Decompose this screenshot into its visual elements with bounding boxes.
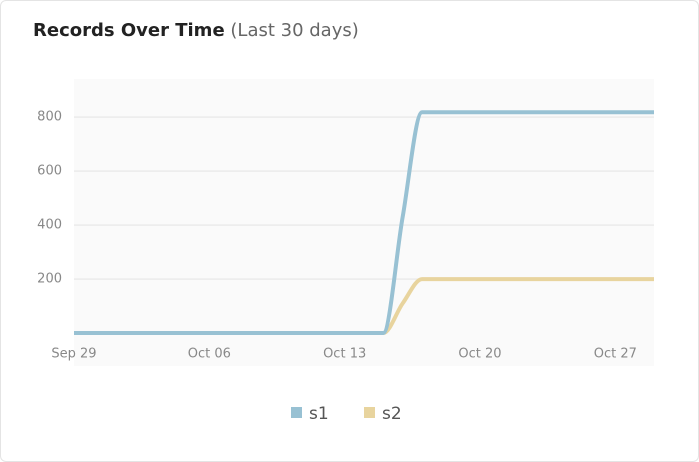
chart-subtitle: (Last 30 days) xyxy=(230,20,359,41)
x-tick-label: Oct 13 xyxy=(323,347,366,362)
x-tick-label: Oct 20 xyxy=(458,347,501,362)
plot-area xyxy=(74,79,654,366)
header: Records Over Time (Last 30 days) xyxy=(33,20,359,41)
legend-swatch xyxy=(364,407,375,418)
y-tick-label: 800 xyxy=(37,110,62,125)
legend-label: s2 xyxy=(382,404,402,424)
line xyxy=(73,110,654,336)
y-tick-label: 200 xyxy=(37,272,62,287)
y-tick-label: 400 xyxy=(37,218,62,233)
chart-title: Records Over Time xyxy=(33,20,225,41)
x-tick-label: Oct 06 xyxy=(188,347,231,362)
legend-swatch xyxy=(291,407,302,418)
y-tick-label: 600 xyxy=(37,164,62,179)
x-tick-label: Sep 29 xyxy=(51,347,96,362)
legend-label: s1 xyxy=(309,404,329,424)
x-tick-label: Oct 27 xyxy=(594,347,637,362)
